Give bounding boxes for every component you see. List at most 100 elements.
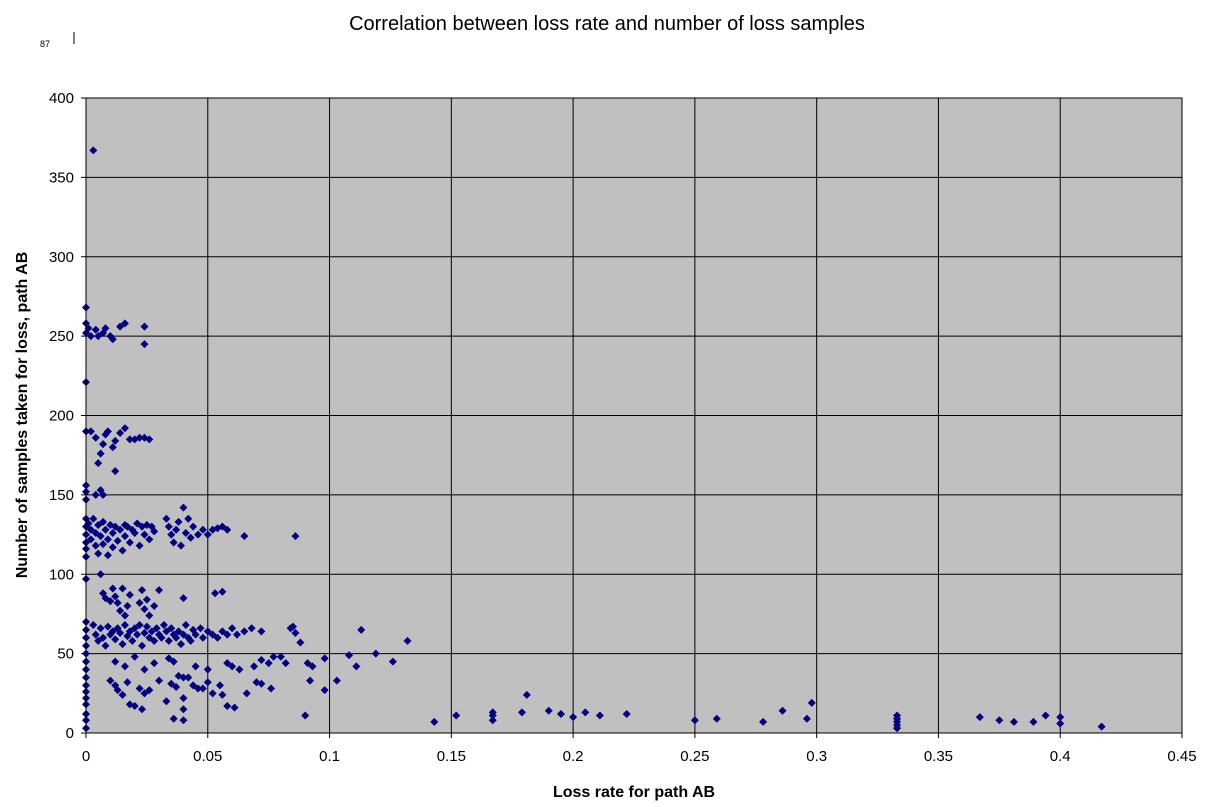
data-point — [145, 611, 154, 620]
data-point — [135, 621, 144, 630]
data-point — [108, 335, 117, 344]
data-point — [89, 146, 98, 155]
data-point — [1056, 719, 1065, 728]
data-point — [218, 690, 227, 699]
data-point — [130, 624, 139, 633]
data-point — [96, 624, 105, 633]
data-point — [203, 627, 212, 636]
data-point — [94, 459, 103, 468]
data-point — [116, 428, 125, 437]
x-tick-label: 0 — [82, 748, 90, 765]
data-point — [113, 686, 122, 695]
y-tick-label: 150 — [49, 487, 74, 504]
data-point — [403, 636, 412, 645]
data-point — [140, 530, 149, 539]
data-point — [125, 435, 134, 444]
data-point — [113, 536, 122, 545]
y-tick-label: 250 — [49, 328, 74, 345]
data-point — [94, 332, 103, 341]
chart-title: Correlation between loss rate and number… — [349, 13, 865, 35]
data-point — [257, 627, 266, 636]
data-point — [130, 652, 139, 661]
data-point — [167, 679, 176, 688]
data-point — [517, 708, 526, 717]
data-point — [556, 709, 565, 718]
data-point — [162, 627, 171, 636]
data-point — [223, 525, 232, 534]
data-point — [116, 525, 125, 534]
y-tick-label: 300 — [49, 249, 74, 266]
data-point — [101, 525, 110, 534]
data-point — [94, 521, 103, 530]
data-point — [123, 522, 132, 531]
data-point — [179, 503, 188, 512]
data-point — [106, 597, 115, 606]
data-point — [308, 662, 317, 671]
data-point — [306, 676, 315, 685]
data-point — [569, 713, 578, 722]
data-point — [99, 517, 108, 526]
data-point — [191, 630, 200, 639]
data-point — [371, 649, 380, 658]
x-tick-label: 0.15 — [437, 748, 466, 765]
data-point — [281, 659, 290, 668]
data-point — [581, 708, 590, 717]
data-point — [320, 654, 329, 663]
data-point — [230, 703, 239, 712]
data-point — [186, 533, 195, 542]
data-point — [189, 522, 198, 531]
data-point — [123, 632, 132, 641]
data-point — [138, 641, 147, 650]
data-point — [179, 594, 188, 603]
data-point — [108, 528, 117, 537]
data-point — [169, 657, 178, 666]
data-point — [111, 657, 120, 666]
data-point — [140, 689, 149, 698]
data-point — [120, 532, 129, 541]
data-point — [218, 627, 227, 636]
data-point — [125, 627, 134, 636]
data-point — [184, 673, 193, 682]
data-point — [118, 690, 127, 699]
data-point — [332, 676, 341, 685]
data-point — [291, 532, 300, 541]
data-point — [223, 630, 232, 639]
data-point — [103, 427, 112, 436]
data-point — [120, 621, 129, 630]
data-point — [152, 624, 161, 633]
data-point — [108, 543, 117, 552]
x-tick-label: 0.35 — [924, 748, 953, 765]
y-tick-label: 200 — [49, 408, 74, 425]
data-point — [267, 684, 276, 693]
data-point — [242, 689, 251, 698]
data-point — [150, 602, 159, 610]
data-point — [164, 522, 173, 531]
x-tick-label: 0.4 — [1050, 748, 1071, 765]
data-point — [544, 706, 553, 715]
data-point — [179, 716, 188, 725]
data-point — [96, 449, 105, 458]
data-point — [120, 611, 129, 620]
data-point — [94, 549, 103, 558]
data-point — [179, 705, 188, 714]
data-point — [116, 322, 125, 331]
data-point — [99, 440, 108, 449]
data-point — [130, 702, 139, 711]
data-point — [352, 662, 361, 671]
data-point — [191, 662, 200, 671]
data-point — [208, 630, 217, 639]
data-point — [108, 443, 117, 452]
data-points — [82, 146, 1106, 733]
gridlines — [86, 97, 1183, 733]
data-point — [595, 711, 604, 720]
data-point — [111, 635, 120, 644]
data-point — [203, 665, 212, 674]
data-point — [488, 708, 497, 717]
data-point — [150, 636, 159, 645]
data-point — [1041, 711, 1050, 720]
data-point — [145, 535, 154, 544]
data-point — [123, 678, 132, 687]
data-point — [118, 584, 127, 593]
data-point — [147, 627, 156, 636]
x-tick-label: 0.2 — [563, 748, 584, 765]
